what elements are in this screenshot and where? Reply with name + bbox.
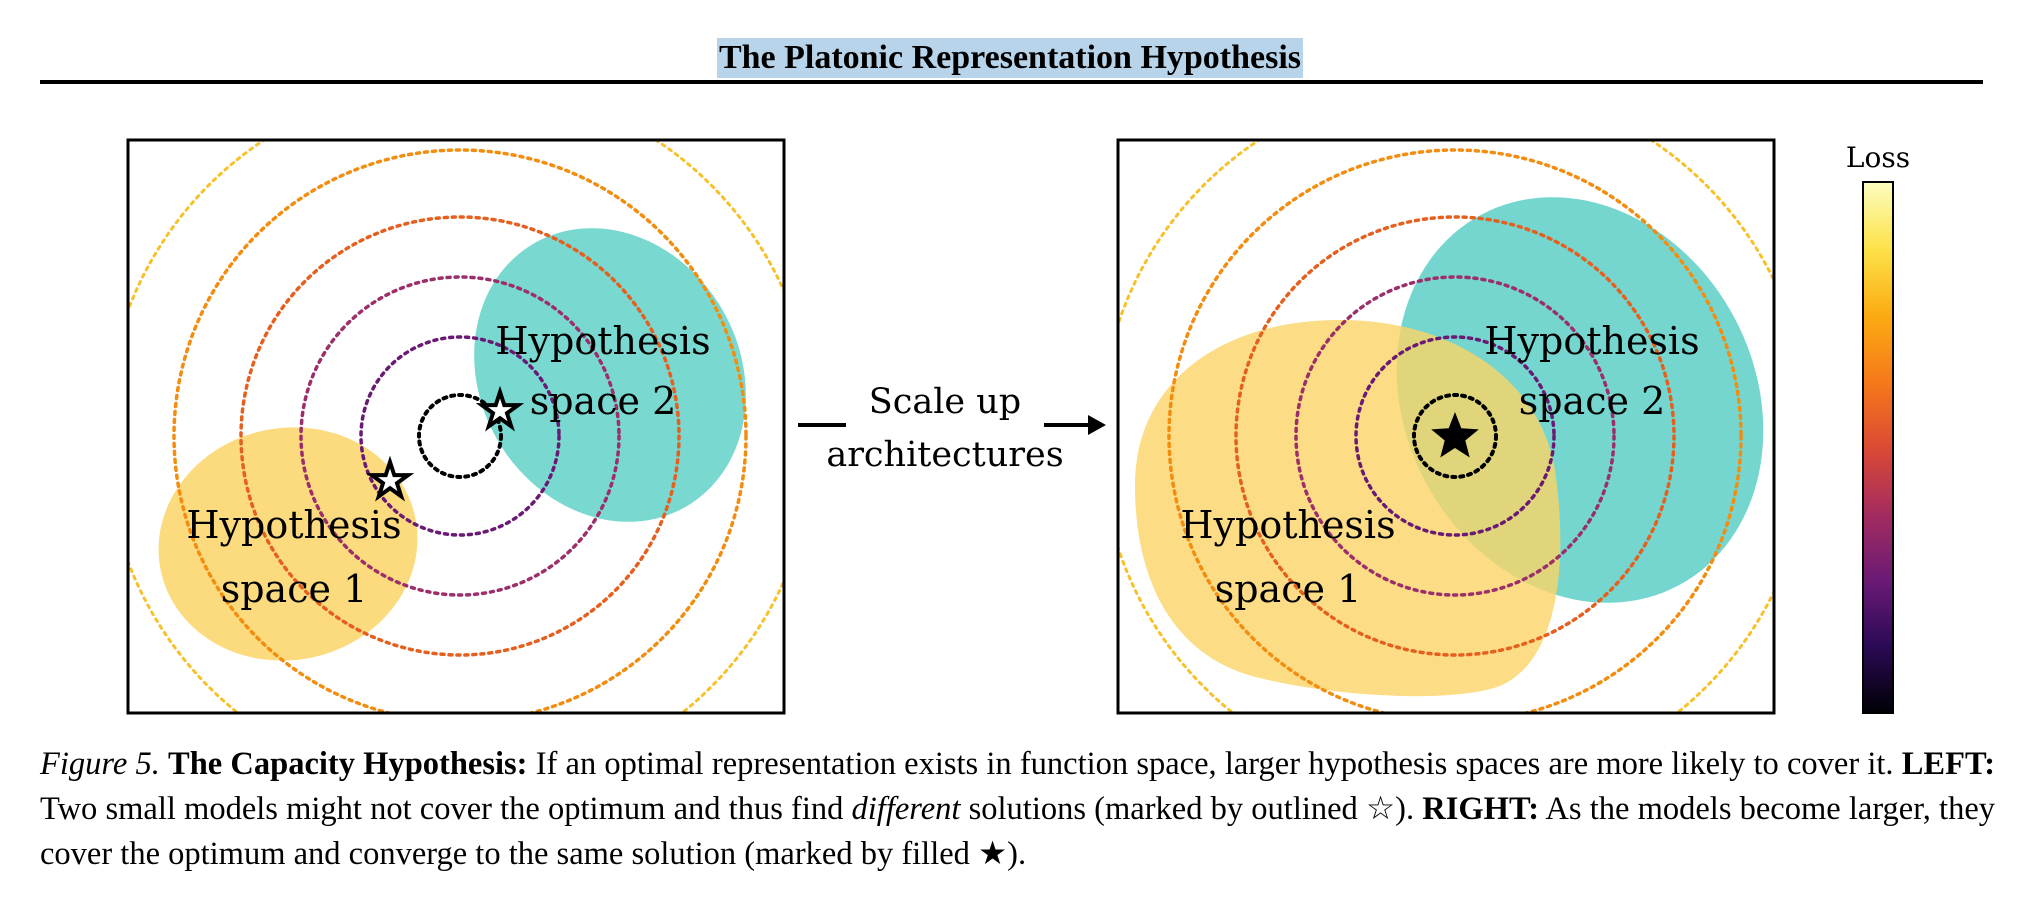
space1-label-line1: Hypothesis (1180, 503, 1395, 547)
loss-contours-right (1118, 140, 1774, 713)
capacity-hypothesis-figure: Hypothesis space 2 Hypothesis space 1 Sc… (126, 138, 1910, 715)
space2-label-line2: space 2 (530, 379, 677, 423)
caption-text-4: As the models become larger, they cover … (40, 791, 1995, 872)
space1-label-line2: space 1 (221, 567, 368, 611)
space2-label-line1: Hypothesis (1484, 319, 1699, 363)
left-panel: Hypothesis space 2 Hypothesis space 1 (126, 138, 786, 715)
space2-label-line1: Hypothesis (495, 319, 710, 363)
colorbar-bar (1862, 181, 1894, 714)
arrow-label-line1: Scale up (869, 382, 1021, 422)
caption-text-3: solutions (marked by outlined ☆). (960, 791, 1423, 827)
contour-ring (172, 148, 748, 713)
contour-ring (1412, 393, 1498, 479)
right-label: RIGHT: (1422, 791, 1540, 827)
left-panel-frame (126, 138, 786, 715)
paper-header: The Platonic Representation Hypothesis (0, 38, 2020, 78)
caption-text-2: Two small models might not cover the opt… (40, 791, 852, 827)
space1-label-line2: space 1 (1215, 567, 1362, 611)
hypothesis-space-2-blob (474, 228, 746, 522)
contour-ring (1167, 148, 1743, 713)
contour-ring (1294, 275, 1616, 597)
contour-ring (417, 393, 503, 479)
outlined-star-icon (475, 385, 525, 432)
space1-label-line1: Hypothesis (186, 503, 401, 547)
running-title[interactable]: The Platonic Representation Hypothesis (716, 38, 1304, 78)
left-label: LEFT: (1901, 746, 1996, 782)
loss-colorbar: Loss (1846, 141, 1910, 714)
contour-ring (1234, 215, 1676, 657)
scale-up-arrow: Scale up architectures (798, 382, 1106, 475)
contour-ring (299, 275, 621, 597)
figure-caption: Figure 5. The Capacity Hypothesis: If an… (40, 742, 1995, 877)
contour-ring (1354, 335, 1556, 537)
contour-ring (239, 215, 681, 657)
header-rule (40, 80, 1983, 84)
colorbar-label: Loss (1846, 141, 1910, 174)
figure-label: Figure 5. (40, 746, 160, 782)
outlined-star-icon (365, 455, 415, 502)
emphasis-different: different (851, 791, 961, 827)
loss-contours-left (128, 140, 784, 713)
hypothesis-space-1-blob (158, 427, 418, 661)
caption-title: The Capacity Hypothesis: (168, 746, 528, 782)
caption-text-1: If an optimal representation exists in f… (527, 746, 1902, 782)
hypothesis-space-1-blob-large (1135, 319, 1561, 697)
right-panel-frame (1116, 138, 1776, 715)
contour-ring (359, 335, 561, 537)
filled-star-icon (1431, 412, 1479, 458)
right-panel: Hypothesis space 2 Hypothesis space 1 (1116, 138, 1776, 715)
space2-label-line2: space 2 (1519, 379, 1666, 423)
arrow-head-icon (1088, 415, 1106, 435)
arrow-label-line2: architectures (826, 435, 1063, 475)
